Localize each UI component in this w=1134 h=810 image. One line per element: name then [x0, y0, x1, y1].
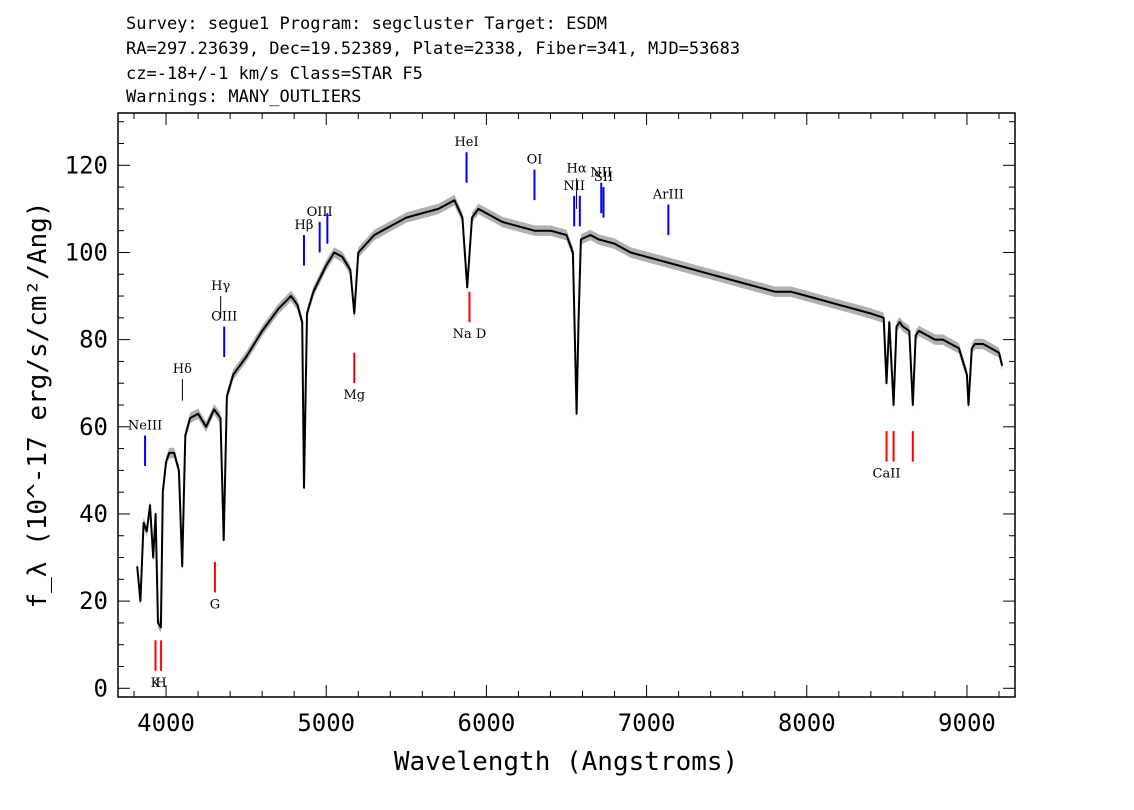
header-line-4: Warnings: MANY_OUTLIERS	[126, 87, 361, 107]
line-marker-label: Na D	[453, 327, 487, 342]
line-marker-label: Hα	[567, 161, 587, 176]
header-line-3: cz=-18+/-1 km/s Class=STAR F5	[126, 64, 423, 84]
line-marker-label: Hδ	[173, 362, 192, 377]
line-marker-label: OIII	[211, 310, 237, 325]
x-axis-label: Wavelength (Angstroms)	[394, 747, 738, 777]
y-tick-label: 80	[79, 326, 108, 354]
axis-ticks: 4000 5000 6000 7000 8000 9000 0 20 40 60 80 100 120	[65, 113, 1015, 737]
line-marker-label: OI	[527, 153, 543, 168]
line-marker-label: G	[210, 597, 220, 612]
line-marker-label: Mg	[343, 388, 365, 403]
y-tick-label: 0	[94, 674, 108, 702]
y-tick-label: 120	[65, 151, 108, 179]
line-marker-label: NII	[563, 179, 585, 194]
line-marker-label: K	[151, 676, 161, 691]
line-marker-label: NII	[590, 166, 612, 181]
line-marker-label: OIII	[307, 205, 333, 220]
plot-frame	[117, 112, 1016, 698]
header-block: Survey: segue1 Program: segcluster Targe…	[126, 14, 740, 107]
y-tick-label: 60	[79, 413, 108, 441]
x-tick-label: 6000	[458, 709, 516, 737]
spectrum-line	[136, 199, 1004, 629]
header-line-1: Survey: segue1 Program: segcluster Targe…	[126, 14, 607, 34]
x-tick-label: 5000	[297, 709, 355, 737]
line-marker-label: H	[155, 676, 166, 691]
line-marker-label: CaII	[873, 467, 901, 482]
plot-area	[136, 194, 1004, 633]
line-marker-label: SII	[594, 170, 613, 185]
y-tick-label: 40	[79, 500, 108, 528]
line-marker-label: NeIII	[128, 419, 162, 434]
line-marker-label: Hβ	[295, 218, 314, 233]
x-tick-label: 7000	[618, 709, 676, 737]
x-tick-label: 4000	[137, 709, 195, 737]
x-tick-label: 8000	[778, 709, 836, 737]
y-tick-label: 20	[79, 587, 108, 615]
header-line-2: RA=297.23639, Dec=19.52389, Plate=2338, …	[126, 39, 740, 59]
line-marker-label: Hγ	[211, 279, 230, 294]
y-tick-label: 100	[65, 238, 108, 266]
line-marker-label: HeI	[454, 135, 478, 150]
line-marker-label: ArIII	[652, 188, 684, 203]
error-band	[137, 194, 1003, 633]
x-tick-label: 9000	[938, 709, 996, 737]
y-axis-label: f_λ (10^-17 erg/s/cm²/Ang)	[23, 202, 53, 609]
